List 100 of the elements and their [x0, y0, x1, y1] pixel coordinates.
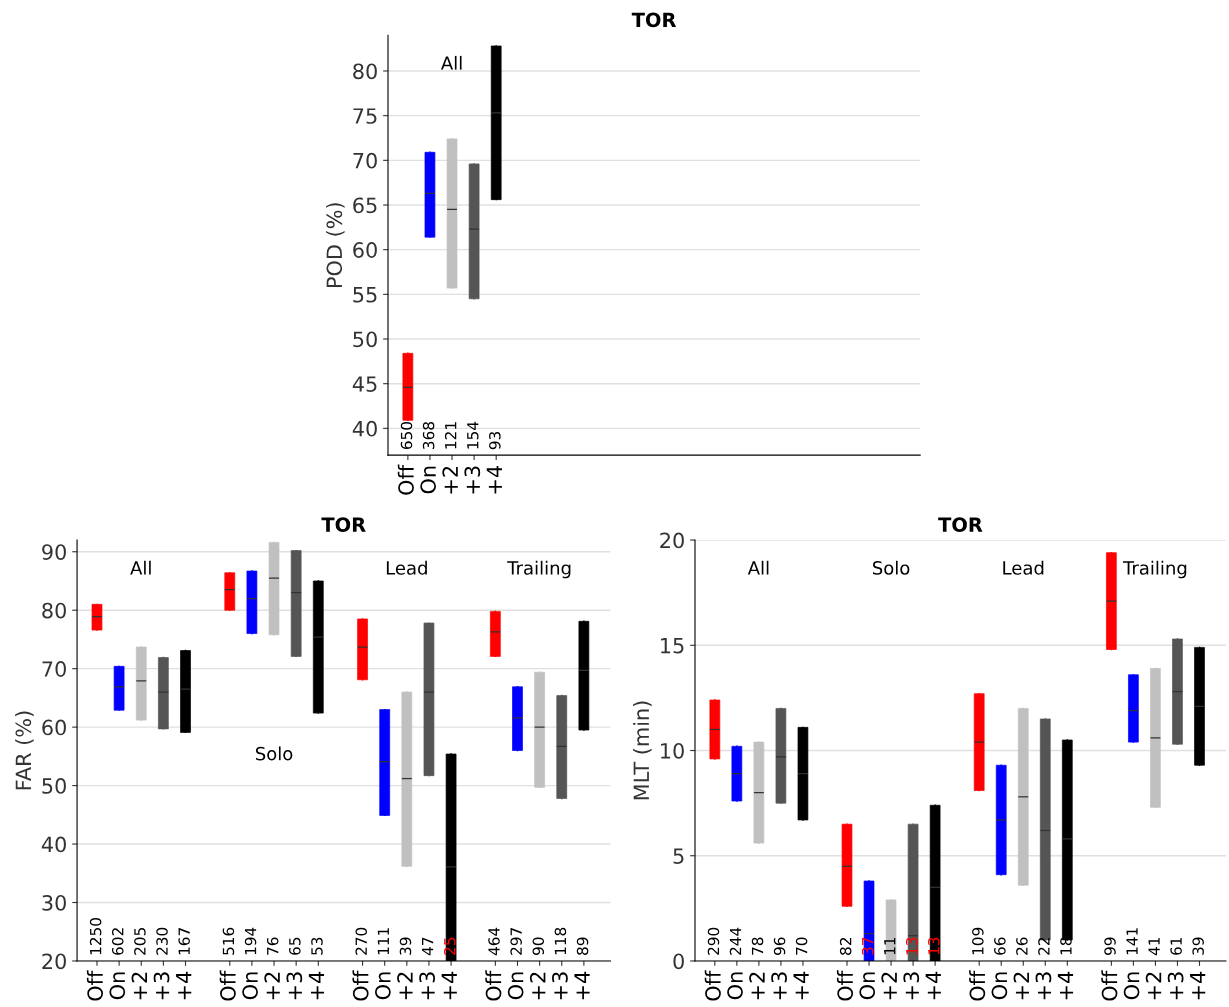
text: 270	[355, 927, 367, 955]
y-axis-title: POD (%)	[326, 203, 345, 287]
x-tick-label: +2	[264, 972, 280, 1000]
y-tick-label: 40	[352, 420, 377, 437]
y-axis-title: MLT (min)	[633, 701, 652, 800]
text: 650	[400, 421, 413, 450]
x-tick-label: Off	[836, 970, 854, 1001]
y-tick-label: 15	[661, 638, 684, 654]
text: 53	[311, 937, 323, 955]
x-tick-label: Off	[1101, 970, 1118, 1001]
text: 39	[399, 937, 412, 955]
y-tick-label: 10	[661, 742, 684, 759]
annotation: All	[130, 560, 151, 575]
y-tick-label: 80	[42, 602, 66, 619]
x-tick-label: On	[420, 466, 436, 494]
text: 25	[443, 937, 456, 955]
annotation: Lead	[1003, 560, 1044, 575]
x-tick-label: On	[374, 972, 391, 1000]
y-axis-title: FAR (%)	[15, 711, 34, 790]
text: 22	[1038, 938, 1050, 955]
y-tick-label: 70	[42, 661, 66, 677]
x-tick-label: +2	[1145, 972, 1162, 1000]
x-tick-label: +4	[925, 971, 941, 1000]
text: 89	[576, 937, 589, 955]
text: 66	[994, 937, 1006, 955]
x-tick-label: Off	[352, 970, 369, 1001]
text: 230	[156, 927, 168, 955]
x-tick-label: +3	[153, 972, 170, 1000]
y-tick-label: 30	[42, 894, 66, 911]
x-tick-label: +4	[176, 971, 192, 1000]
y-tick-label: 5	[673, 848, 684, 864]
x-tick-label: On	[242, 972, 258, 1000]
y-tick-label: 50	[42, 778, 66, 794]
chart-title: TOR	[631, 12, 677, 28]
annotation: Solo	[872, 560, 910, 575]
y-tick-label: 90	[42, 544, 66, 560]
text: 111	[377, 928, 389, 955]
x-tick-label: +2	[397, 972, 413, 1000]
x-tick-label: Off	[397, 464, 414, 495]
text: 154	[467, 421, 479, 449]
y-tick-label: 65	[353, 197, 377, 214]
text: 65	[289, 937, 301, 955]
y-tick-label: 60	[353, 242, 377, 258]
text: 297	[510, 928, 522, 955]
y-tick-label: 50	[353, 331, 377, 348]
y-tick-label: 70	[353, 152, 377, 169]
y-tick-label: 80	[353, 63, 377, 80]
x-tick-label: +3	[771, 972, 787, 1000]
text: 47	[422, 937, 434, 956]
y-tick-label: 0	[673, 953, 684, 970]
y-tick-label: 55	[353, 287, 377, 303]
x-tick-label: +2	[749, 972, 765, 1000]
x-tick-label: +4	[486, 466, 502, 494]
text: 13	[928, 937, 940, 955]
x-tick-label: +4	[793, 971, 809, 1000]
text: 61	[1170, 937, 1182, 955]
x-tick-label: On	[109, 972, 126, 1000]
x-tick-label: +3	[1167, 972, 1184, 1000]
chart-title: TOR	[321, 517, 366, 532]
text: 70	[795, 937, 808, 955]
text: 141	[1126, 928, 1138, 955]
text: 602	[111, 928, 124, 955]
text: 90	[532, 937, 545, 955]
x-tick-label: On	[991, 972, 1008, 1000]
y-tick-label: 75	[353, 108, 377, 124]
text: 26	[1016, 937, 1028, 955]
text: 76	[266, 937, 279, 955]
x-tick-label: +3	[464, 466, 481, 494]
x-tick-label: +4	[1057, 971, 1074, 1000]
text: 13	[905, 937, 918, 955]
x-tick-label: +2	[131, 972, 147, 1000]
x-tick-label: On	[507, 972, 524, 1000]
annotation: Lead	[386, 560, 427, 575]
text: 39	[1192, 937, 1204, 955]
x-tick-label: Off	[485, 970, 502, 1001]
x-tick-label: +4	[1190, 971, 1206, 1000]
annotation: All	[440, 55, 462, 70]
x-tick-label: +2	[1013, 972, 1029, 1000]
x-tick-label: +3	[1035, 972, 1052, 1000]
x-tick-label: +3	[419, 972, 436, 1000]
text: 41	[1148, 937, 1160, 956]
annotation: Solo	[255, 746, 293, 761]
text: 37	[861, 937, 874, 955]
y-tick-label: 40	[41, 836, 66, 853]
y-tick-label: 20	[660, 532, 684, 549]
x-tick-label: +4	[574, 971, 590, 1000]
annotation: All	[747, 560, 769, 575]
x-tick-label: +4	[441, 971, 457, 1000]
text: 516	[222, 927, 235, 955]
x-tick-label: +2	[529, 972, 546, 1000]
annotation: Trailing	[507, 560, 571, 579]
x-tick-label: Off	[704, 970, 721, 1001]
text: 194	[244, 927, 257, 955]
text: 118	[554, 927, 567, 955]
text: 368	[422, 422, 435, 449]
text: 167	[178, 928, 190, 955]
annotation: Trailing	[1122, 560, 1187, 579]
x-tick-label: +3	[903, 972, 920, 1000]
x-tick-label: Off	[219, 970, 236, 1001]
x-tick-label: On	[1123, 972, 1140, 1000]
